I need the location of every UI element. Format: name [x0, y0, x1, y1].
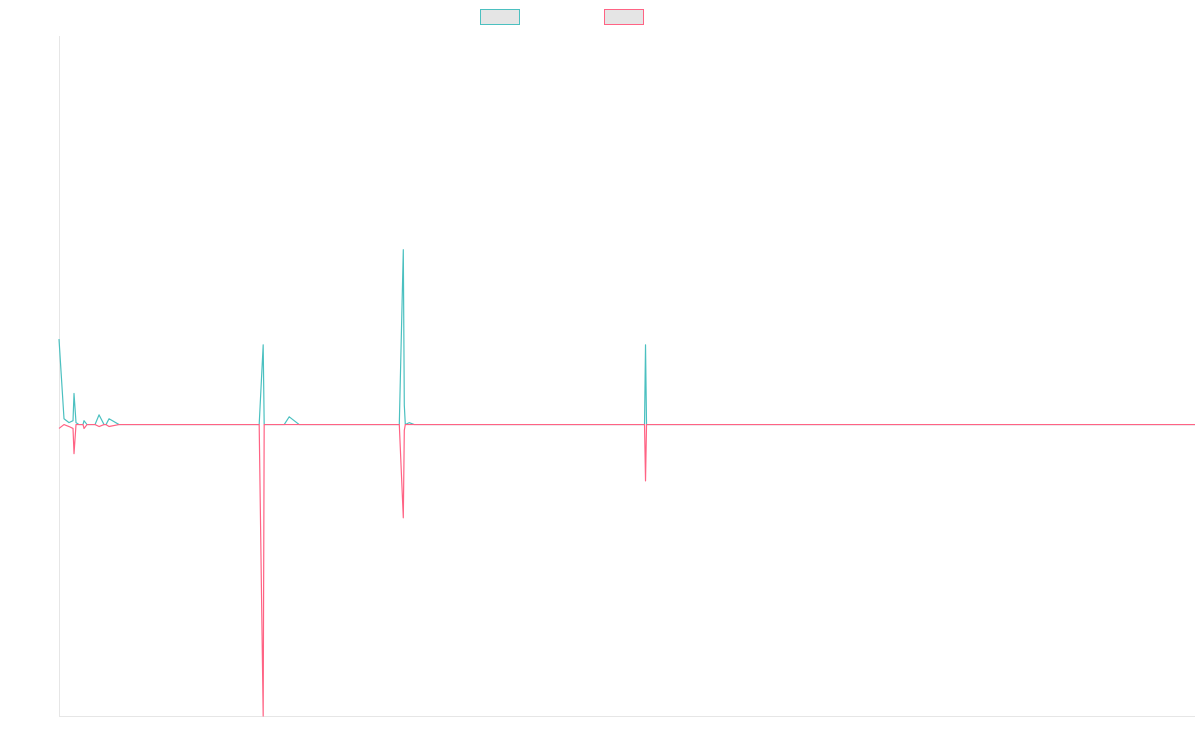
series-1-line	[58, 249, 1195, 426]
series-2-line	[58, 423, 1195, 717]
series-layer	[58, 249, 1195, 717]
legend-swatch-series-2[interactable]	[604, 9, 644, 25]
legend-swatch-series-1[interactable]	[480, 9, 520, 25]
